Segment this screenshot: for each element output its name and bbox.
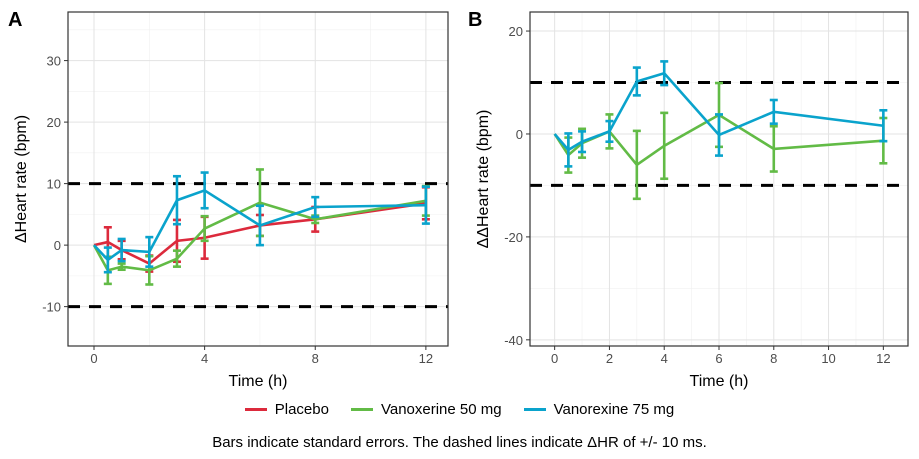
panel-label: A bbox=[8, 9, 22, 31]
legend-label: Placebo bbox=[274, 401, 329, 418]
legend-item-placebo: Placebo bbox=[244, 401, 329, 418]
legend-swatch bbox=[523, 408, 546, 411]
y-axis-label: ΔΔHeart rate (bpm) bbox=[475, 110, 492, 249]
y-tick-label: 20 bbox=[47, 115, 61, 130]
x-tick-label: 0 bbox=[90, 351, 97, 366]
legend-swatch bbox=[350, 408, 373, 411]
x-axis-label: Time (h) bbox=[690, 373, 749, 390]
y-tick-label: -10 bbox=[42, 300, 61, 315]
x-tick-label: 4 bbox=[661, 351, 668, 366]
x-axis-label: Time (h) bbox=[229, 373, 288, 390]
legend: Placebo Vanoxerine 50 mg Vanorexine 75 m… bbox=[0, 401, 919, 418]
y-tick-label: -20 bbox=[504, 230, 523, 245]
x-tick-label: 10 bbox=[821, 351, 835, 366]
x-tick-label: 12 bbox=[419, 351, 433, 366]
x-tick-label: 8 bbox=[770, 351, 777, 366]
y-tick-label: 20 bbox=[509, 24, 523, 39]
x-tick-label: 12 bbox=[876, 351, 890, 366]
legend-item-vanoxerine-50: Vanoxerine 50 mg bbox=[350, 401, 502, 418]
x-tick-label: 4 bbox=[201, 351, 208, 366]
y-tick-label: 0 bbox=[54, 238, 61, 253]
legend-label: Vanoxerine 50 mg bbox=[380, 401, 502, 418]
panel-label: B bbox=[468, 9, 482, 31]
caption: Bars indicate standard errors. The dashe… bbox=[212, 434, 707, 451]
x-tick-label: 8 bbox=[312, 351, 319, 366]
legend-label: Vanorexine 75 mg bbox=[553, 401, 675, 418]
y-tick-label: 30 bbox=[47, 54, 61, 69]
y-tick-label: -40 bbox=[504, 333, 523, 348]
x-tick-label: 0 bbox=[551, 351, 558, 366]
legend-swatch bbox=[244, 408, 267, 411]
y-tick-label: 0 bbox=[516, 127, 523, 142]
plot-border bbox=[67, 11, 449, 347]
x-tick-label: 6 bbox=[715, 351, 722, 366]
legend-item-vanorexine-75: Vanorexine 75 mg bbox=[523, 401, 675, 418]
y-axis-label: ΔHeart rate (bpm) bbox=[13, 115, 30, 243]
y-tick-label: 10 bbox=[47, 177, 61, 192]
x-tick-label: 2 bbox=[606, 351, 613, 366]
